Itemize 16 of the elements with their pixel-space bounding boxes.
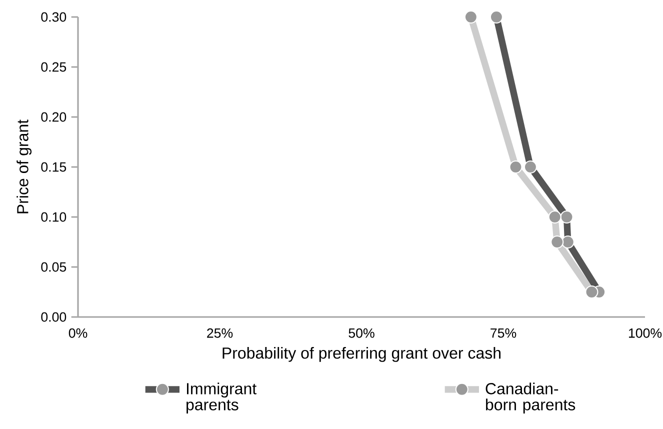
y-tick-label: 0.20 — [41, 112, 66, 122]
legend-label: Immigrant parents — [186, 382, 257, 414]
y-tick-label: 0.15 — [41, 162, 66, 172]
x-axis-title: Probability of preferring grant over cash — [222, 346, 500, 362]
y-tick-label: 0.05 — [41, 262, 66, 272]
y-tick-label: 0.30 — [41, 12, 66, 22]
y-tick-label: 0.00 — [41, 312, 66, 322]
legend-label: Canadian-born parents — [486, 382, 576, 414]
x-tick-label: 50% — [348, 328, 374, 338]
y-tick-label: 0.25 — [41, 62, 66, 72]
y-tick-label: 0.10 — [41, 212, 66, 222]
x-tick-label: 100% — [628, 328, 662, 338]
x-tick-label: 25% — [207, 328, 233, 338]
y-axis-title: Price of grant — [16, 120, 32, 214]
x-tick-label: 0% — [68, 328, 88, 338]
x-tick-label: 75% — [490, 328, 516, 338]
